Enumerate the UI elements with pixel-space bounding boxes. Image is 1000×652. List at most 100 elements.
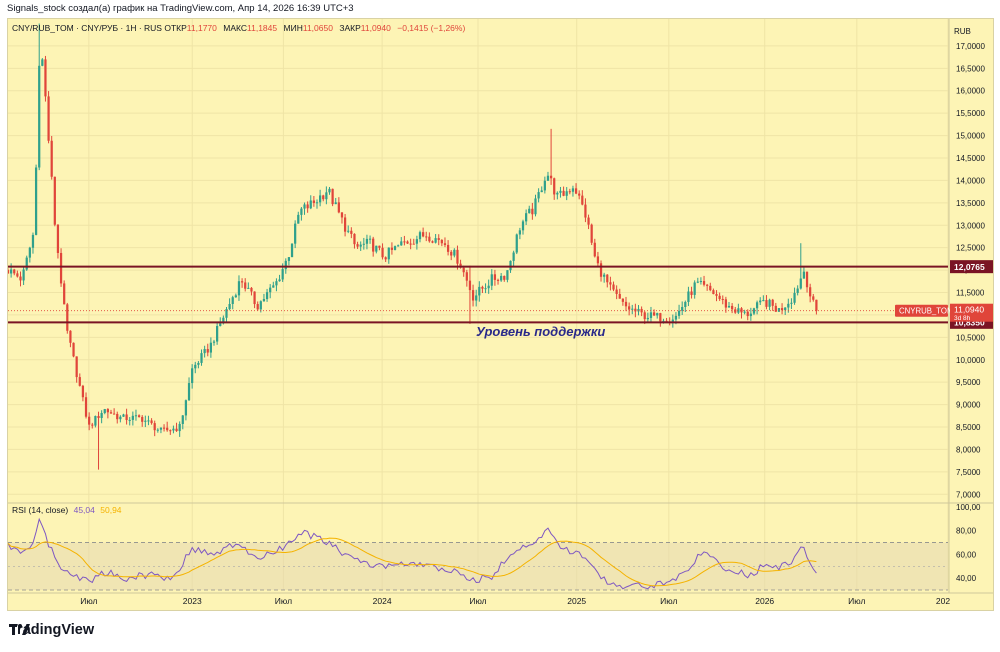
candle [631,304,634,315]
chart-frame[interactable]: RUB 7,0000 7,5000 8,0000 8,5000 9,0000 9,5000 1… [7,18,994,611]
candle [300,207,303,221]
y-tick-label: 17,0000 [956,42,985,51]
candle [228,298,231,311]
x-tick-label: Июл [848,596,865,606]
rsi-y-tick-label: 80,00 [956,527,977,536]
y-tick-label: 7,5000 [956,468,981,477]
candle-body [618,293,621,299]
caption: Signals_stock создал(а) график на Tradin… [7,3,354,14]
candle [752,307,756,316]
candle [269,284,272,299]
candle [144,415,147,428]
rsi-legend: RSI (14, close) 45,04 50,94 [12,505,122,515]
candle-body [727,305,731,308]
candle-body [418,232,422,240]
candle-body [200,353,203,363]
candle [780,303,784,315]
candle [134,409,138,421]
candle-body [265,292,269,300]
candle [297,211,300,224]
candle [581,190,584,206]
candle [443,237,447,248]
candle [103,408,106,415]
candle [359,241,362,251]
candle [272,281,275,288]
candle-body [256,304,259,310]
candle [621,298,625,306]
candle [706,283,709,291]
candle [397,244,400,247]
candle-body [350,230,353,234]
candle [97,411,100,470]
candle-body [690,291,693,295]
y-tick-label: 8,5000 [956,423,981,432]
candle [166,421,169,432]
candle-body [568,191,571,193]
candle-body [752,308,756,314]
candle-body [425,236,428,238]
candle-body [166,427,169,431]
candle [197,361,200,369]
candle [805,271,809,293]
candle-body [755,302,759,309]
candle [91,422,94,429]
candle-body [796,288,799,293]
candle-body [334,202,337,205]
candle [431,240,434,244]
candle [715,290,718,302]
candle-body [13,269,16,274]
candle [343,214,347,237]
chart-svg[interactable]: RUB 7,0000 7,5000 8,0000 8,5000 9,0000 9,5000 1… [8,19,994,611]
candle [19,271,22,287]
candle-body [531,208,534,215]
candle [191,364,194,389]
candle [225,307,228,322]
candle-body [262,299,266,302]
candle [693,280,696,299]
candle-body [78,377,81,386]
candle [665,317,668,322]
rsi-value: 45,04 [73,505,95,515]
candle [681,301,684,316]
candle [540,186,543,193]
tradingview-logo[interactable]: TradingView [9,622,94,638]
candle-body [787,303,790,308]
candle-body [771,299,774,306]
candle-body [615,289,618,294]
candle [172,425,175,434]
candle-body [387,247,390,260]
candle [141,415,144,427]
candle-body [481,286,484,289]
candle-body [10,269,13,274]
candle-body [765,300,768,307]
candle [746,309,749,321]
candle-body [66,304,69,331]
candle [290,243,294,258]
candle [759,297,762,305]
candle-body [300,208,303,215]
candle-body [684,301,687,307]
candle-body [525,213,528,222]
candle-body [412,243,415,245]
candle-body [656,313,659,316]
candle [712,288,715,295]
support-annotation: Уровень поддержки [476,324,606,339]
candle-body [681,306,684,311]
candle [537,188,540,203]
candle [484,283,487,294]
candle-body [134,415,138,417]
candle-body [34,167,38,235]
candle-body [431,241,434,243]
candle [687,286,690,307]
candle [240,278,244,288]
candle-body [587,217,590,225]
candle-body [634,308,637,312]
candle [615,285,618,300]
candle [768,298,771,311]
x-tick-label: 2023 [183,596,202,606]
candle [568,188,571,195]
candle [156,428,159,433]
candle [44,55,47,102]
candle-body [16,273,19,277]
candle-body [153,423,156,431]
